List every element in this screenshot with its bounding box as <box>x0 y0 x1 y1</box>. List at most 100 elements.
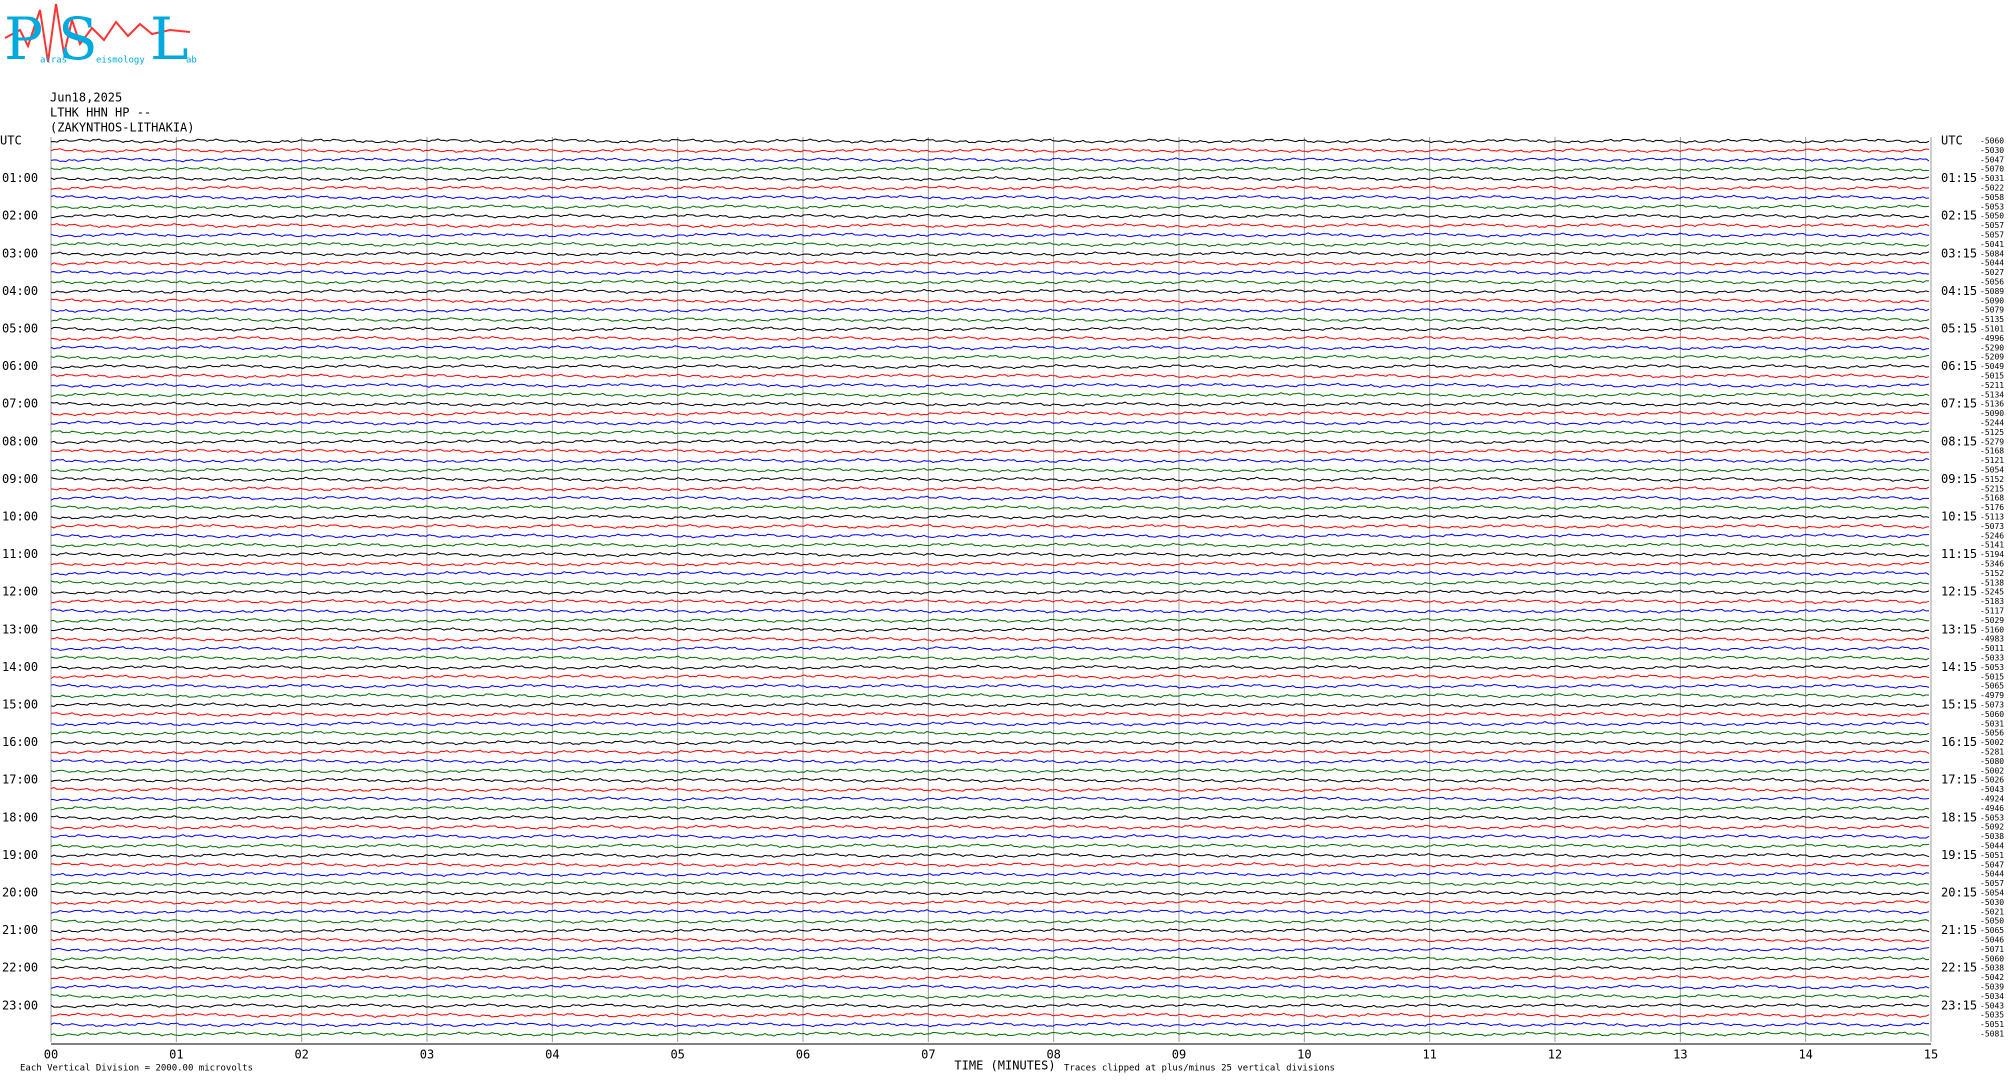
logo-word: ab <box>186 56 197 66</box>
trace-offset: -5056 <box>1980 729 2004 738</box>
trace <box>50 965 1930 971</box>
trace <box>50 815 1930 821</box>
trace <box>50 580 1930 586</box>
trace <box>50 598 1930 605</box>
trace-offset: -5056 <box>1980 278 2004 287</box>
trace <box>50 993 1930 1000</box>
trace-offset: -5050 <box>1980 212 2004 221</box>
trace-offset: -5029 <box>1980 616 2004 625</box>
trace <box>50 956 1930 962</box>
trace <box>50 777 1930 783</box>
trace <box>50 439 1930 445</box>
trace-offset: -5041 <box>1980 240 2004 249</box>
trace-offset: -5101 <box>1980 325 2004 334</box>
trace-offset: -4979 <box>1980 691 2004 700</box>
trace <box>50 401 1930 407</box>
right-time-label: 15:15 <box>1941 698 1977 712</box>
trace-offset: -4983 <box>1980 635 2004 644</box>
right-time-label: 06:15 <box>1941 359 1977 373</box>
trace-offset: -5090 <box>1980 296 2004 305</box>
trace-offset: -5211 <box>1980 381 2004 390</box>
right-time-label: 10:15 <box>1941 510 1977 524</box>
left-time-label: 20:00 <box>2 886 38 900</box>
trace <box>50 486 1930 492</box>
trace-offset: -5070 <box>1980 165 2004 174</box>
trace <box>50 363 1929 370</box>
trace <box>50 692 1930 699</box>
trace-offset: -5084 <box>1980 249 2004 258</box>
trace-offset: -5046 <box>1980 936 2004 945</box>
trace-offset: -5117 <box>1980 607 2004 616</box>
trace <box>50 608 1930 614</box>
trace <box>50 429 1930 436</box>
trace <box>50 909 1930 915</box>
left-time-label: 09:00 <box>2 472 38 486</box>
trace <box>50 711 1930 718</box>
right-time-label: 14:15 <box>1941 660 1977 674</box>
trace-offset: -5026 <box>1980 776 2004 785</box>
trace-offset: -5051 <box>1980 851 2004 860</box>
trace <box>50 504 1930 511</box>
trace-offset: -5047 <box>1980 860 2004 869</box>
trace-offset: -5346 <box>1980 560 2004 569</box>
trace <box>50 561 1930 567</box>
trace-offset: -5047 <box>1980 155 2004 164</box>
trace <box>50 749 1930 755</box>
trace <box>50 326 1930 332</box>
left-time-label: 16:00 <box>2 735 38 749</box>
trace <box>50 279 1930 285</box>
trace-offset: -5057 <box>1980 221 2004 230</box>
trace-offset: -5079 <box>1980 306 2004 315</box>
left-time-label: 07:00 <box>2 397 38 411</box>
trace <box>50 476 1930 483</box>
logo-letter: L <box>150 5 189 73</box>
trace-offset: -5152 <box>1980 569 2004 578</box>
trace <box>50 251 1930 257</box>
trace <box>50 241 1930 248</box>
trace-offset: -5090 <box>1980 409 2004 418</box>
trace <box>50 984 1930 990</box>
trace-offset: -5038 <box>1980 832 2004 841</box>
trace <box>50 185 1930 191</box>
trace <box>50 533 1929 539</box>
trace <box>50 937 1930 943</box>
trace-offset: -5152 <box>1980 475 2004 484</box>
x-tick-label: 02 <box>294 1048 308 1062</box>
trace <box>50 222 1930 229</box>
left-time-label: 05:00 <box>2 322 38 336</box>
trace-offset: -5033 <box>1980 654 2004 663</box>
trace <box>50 335 1930 342</box>
trace-offset: -5060 <box>1980 137 2004 146</box>
trace <box>50 457 1930 464</box>
right-time-label: 18:15 <box>1941 810 1977 824</box>
trace-offset: -5034 <box>1980 992 2004 1001</box>
trace <box>50 674 1930 680</box>
left-time-label: 08:00 <box>2 434 38 448</box>
right-time-label: 01:15 <box>1941 171 1977 185</box>
trace <box>50 316 1930 323</box>
trace <box>50 974 1930 981</box>
trace-offset: -5065 <box>1980 682 2004 691</box>
trace-offset: -5043 <box>1980 785 2004 794</box>
trace <box>50 382 1930 389</box>
trace-offset: -5058 <box>1980 193 2004 202</box>
trace <box>50 354 1930 360</box>
x-tick-label: 03 <box>420 1048 434 1062</box>
right-time-label: 22:15 <box>1941 961 1977 975</box>
trace <box>50 1031 1930 1037</box>
trace <box>50 824 1929 830</box>
logo-letter: S <box>58 5 98 73</box>
trace-offset: -5057 <box>1980 231 2004 240</box>
trace <box>50 1021 1929 1028</box>
trace-offset: -5168 <box>1980 447 2004 456</box>
trace-offset: -5043 <box>1980 1001 2004 1010</box>
left-time-label: 14:00 <box>2 660 38 674</box>
trace <box>50 862 1930 868</box>
trace-offset: -5027 <box>1980 268 2004 277</box>
logo-word: atras <box>40 56 67 66</box>
left-time-label: 02:00 <box>2 209 38 223</box>
trace <box>50 805 1930 812</box>
trace <box>51 204 1930 210</box>
trace-offset: -5281 <box>1980 748 2004 757</box>
trace-offset: -5021 <box>1980 907 2004 916</box>
